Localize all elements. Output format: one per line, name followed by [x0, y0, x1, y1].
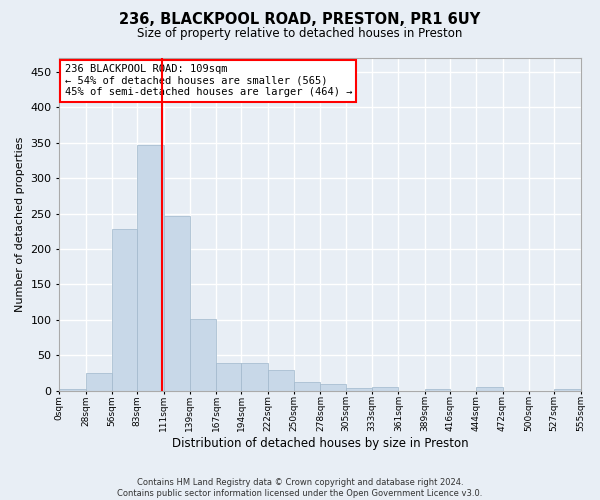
Bar	[59, 390, 86, 391]
Text: 236, BLACKPOOL ROAD, PRESTON, PR1 6UY: 236, BLACKPOOL ROAD, PRESTON, PR1 6UY	[119, 12, 481, 28]
Text: Contains HM Land Registry data © Crown copyright and database right 2024.
Contai: Contains HM Land Registry data © Crown c…	[118, 478, 482, 498]
Bar	[425, 389, 450, 391]
Bar	[241, 362, 268, 391]
Text: 236 BLACKPOOL ROAD: 109sqm
← 54% of detached houses are smaller (565)
45% of sem: 236 BLACKPOOL ROAD: 109sqm ← 54% of deta…	[65, 64, 352, 98]
Bar	[372, 388, 398, 391]
Bar	[346, 388, 372, 391]
Bar	[164, 216, 190, 391]
Bar	[216, 362, 241, 391]
Bar	[86, 373, 112, 391]
Bar	[294, 382, 320, 391]
X-axis label: Distribution of detached houses by size in Preston: Distribution of detached houses by size …	[172, 437, 468, 450]
Bar	[190, 320, 216, 391]
Y-axis label: Number of detached properties: Number of detached properties	[15, 136, 25, 312]
Bar	[320, 384, 346, 391]
Text: Size of property relative to detached houses in Preston: Size of property relative to detached ho…	[137, 28, 463, 40]
Bar	[476, 388, 503, 391]
Bar	[137, 145, 164, 391]
Bar	[112, 229, 137, 391]
Bar	[554, 389, 581, 391]
Bar	[268, 370, 294, 391]
